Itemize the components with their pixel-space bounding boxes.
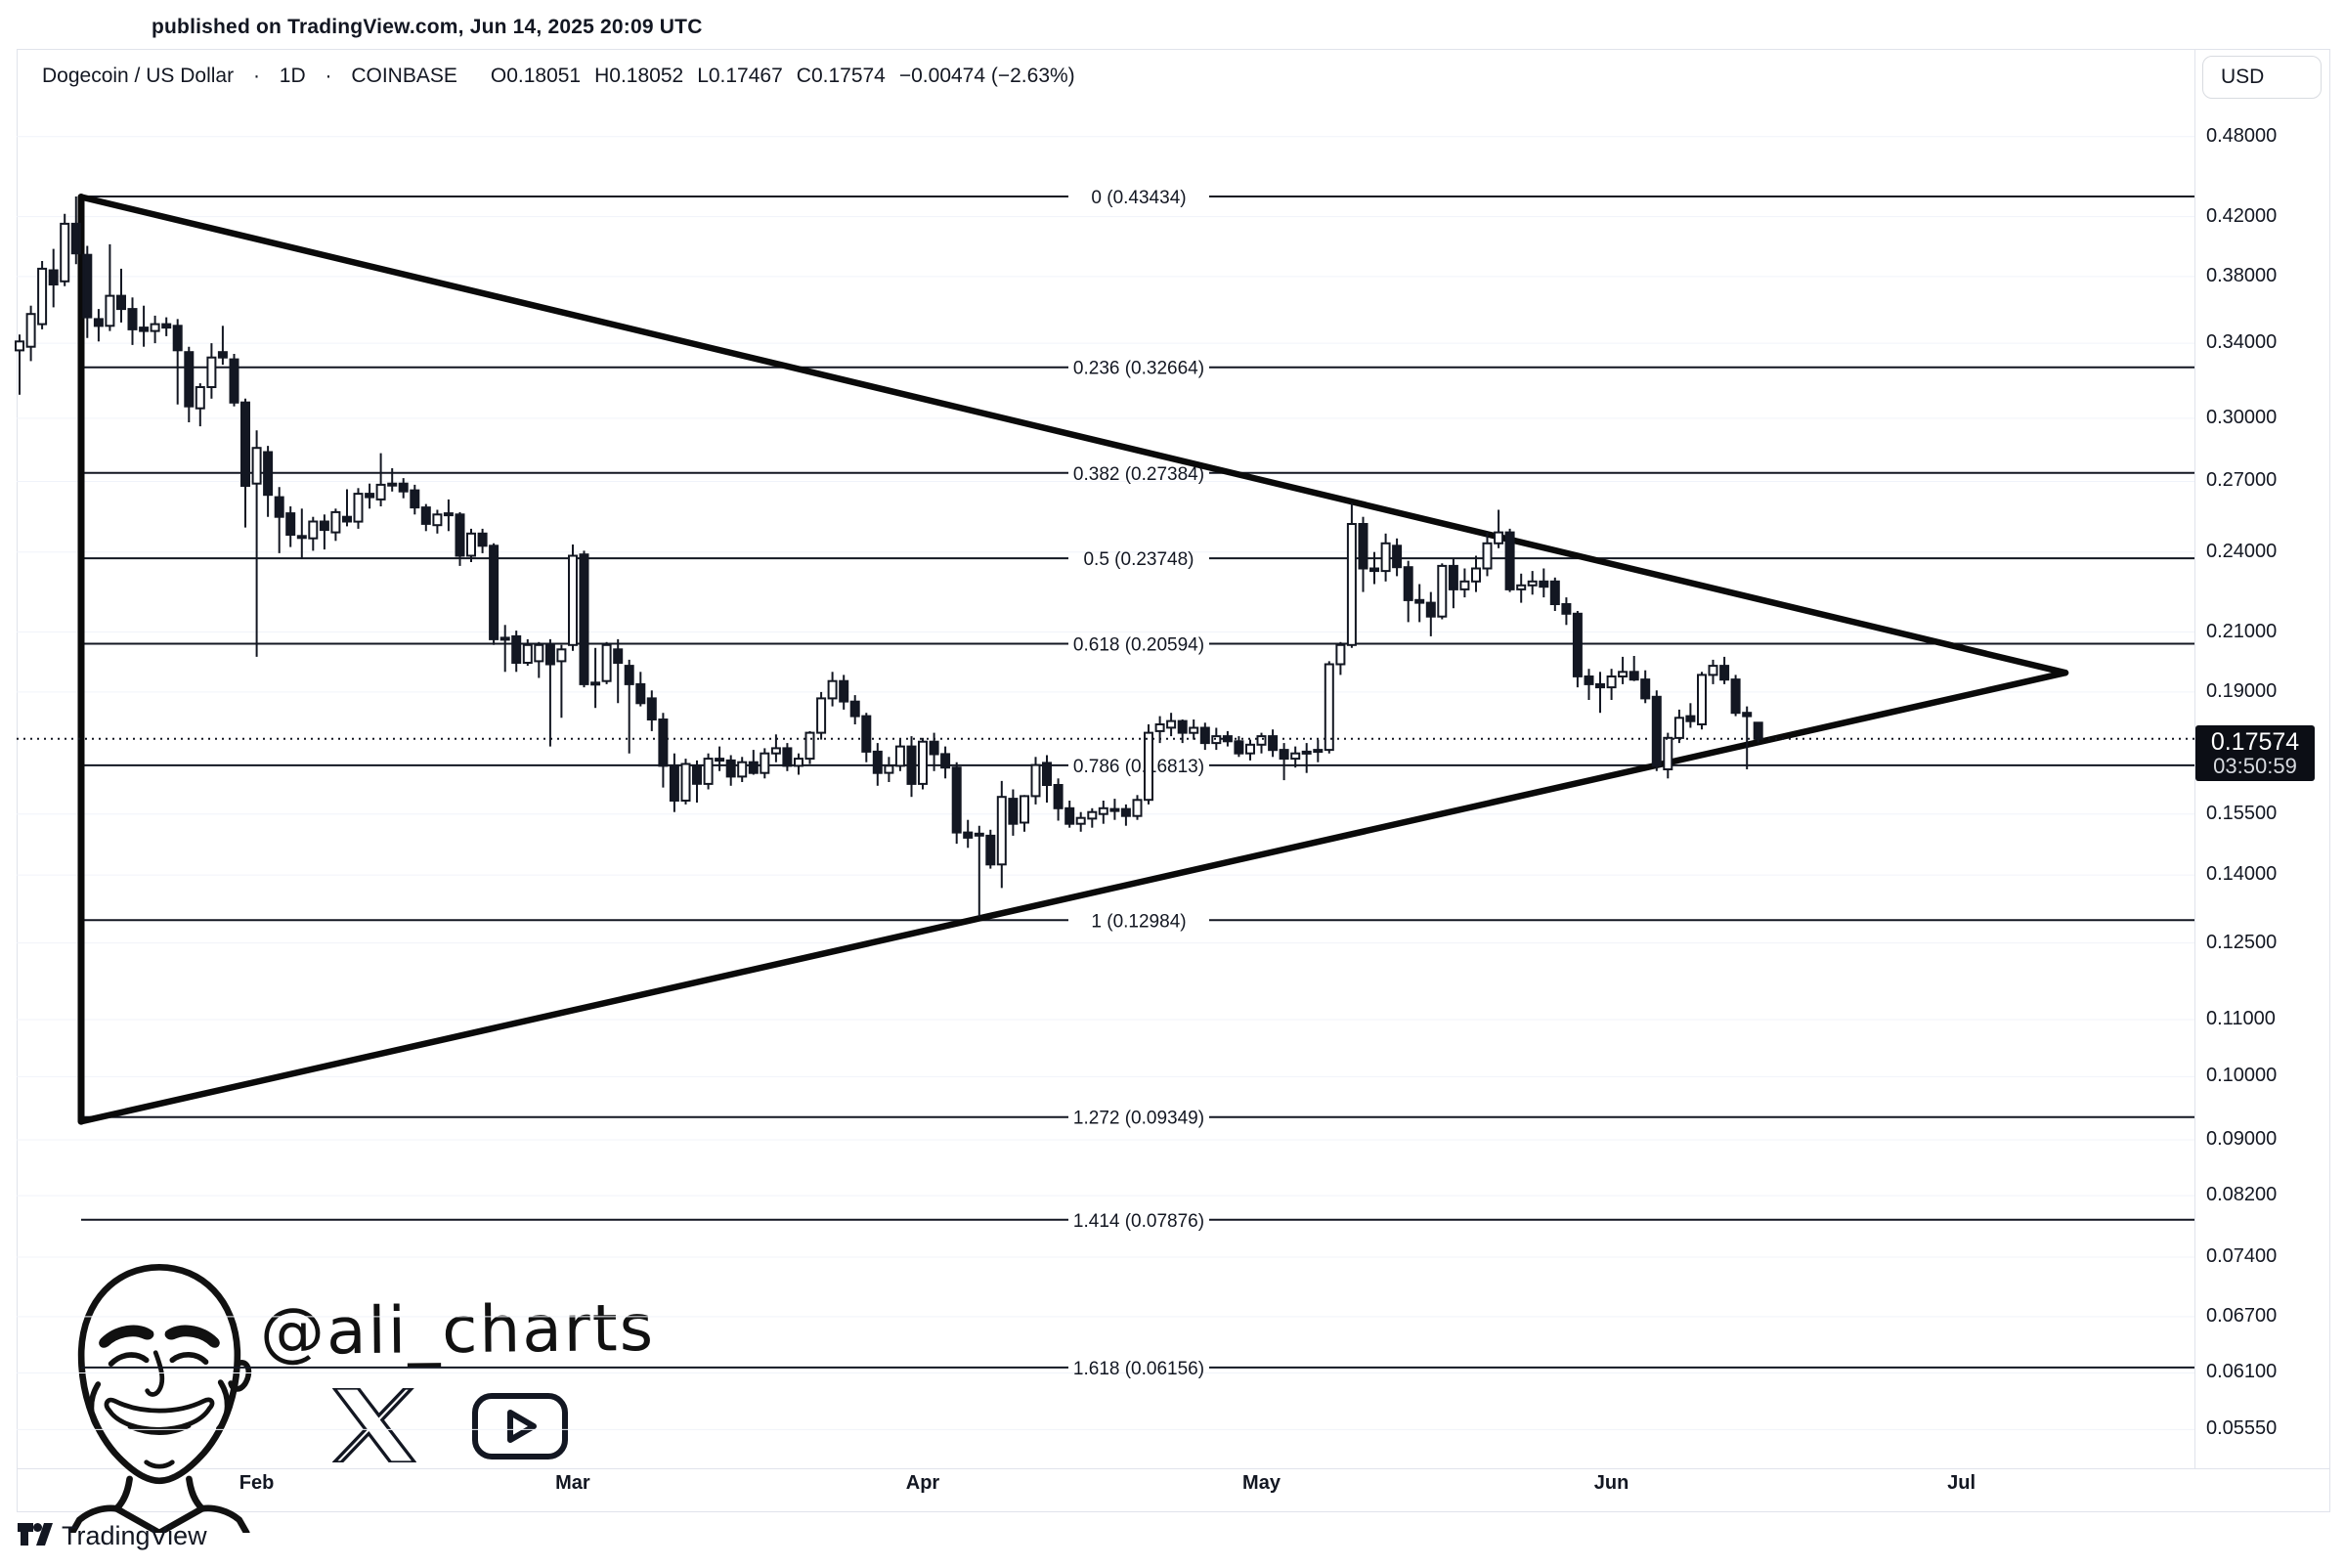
x-logo-icon: [332, 1388, 416, 1462]
ohlc-change: −0.00474 (−2.63%): [898, 65, 1075, 87]
last-price-badge: 0.17574 03:50:59: [2195, 724, 2315, 781]
price-tick-label: 0.09000: [2206, 1128, 2278, 1150]
price-tick-label: 0.24000: [2206, 540, 2278, 562]
time-axis-separator: [17, 1468, 2330, 1469]
legend-separator: ·: [325, 65, 332, 87]
price-axis-separator: [2194, 49, 2195, 1468]
ohlc-close: C0.17574: [796, 65, 886, 87]
price-tick-label: 0.19000: [2206, 679, 2278, 702]
published-banner: published on TradingView.com, Jun 14, 20…: [152, 16, 703, 38]
symbol-legend: Dogecoin / US Dollar · 1D · COINBASE O0.1…: [42, 65, 1089, 88]
currency-usd-button[interactable]: USD: [2202, 56, 2322, 99]
price-tick-label: 0.12500: [2206, 931, 2278, 953]
ohlc-low: L0.17467: [697, 65, 783, 87]
price-tick-label: 0.10000: [2206, 1065, 2278, 1087]
price-tick-label: 0.27000: [2206, 469, 2278, 492]
price-tick-label: 0.06700: [2206, 1304, 2278, 1327]
price-tick-label: 0.42000: [2206, 204, 2278, 227]
chart-panel[interactable]: [17, 49, 2330, 1512]
price-tick-label: 0.38000: [2206, 264, 2278, 286]
tradingview-logo-icon: [18, 1522, 53, 1546]
symbol-name: Dogecoin / US Dollar: [42, 65, 235, 87]
price-tick-label: 0.15500: [2206, 802, 2278, 824]
legend-separator: ·: [252, 65, 260, 87]
cartoon-face-logo-icon: [68, 1263, 252, 1533]
price-tick-label: 0.48000: [2206, 124, 2278, 147]
price-tick-label: 0.34000: [2206, 331, 2278, 354]
price-tick-label: 0.30000: [2206, 406, 2278, 428]
tradingview-attribution-label: TradingView: [62, 1521, 207, 1550]
last-price-value: 0.17574: [2210, 727, 2300, 756]
tradingview-attribution[interactable]: TradingView: [18, 1521, 207, 1551]
time-tick-label-jul: Jul: [1947, 1472, 1976, 1494]
time-tick-label-jun: Jun: [1593, 1472, 1629, 1494]
watermark-handle: @ali_charts: [259, 1289, 656, 1371]
price-tick-label: 0.14000: [2206, 863, 2278, 886]
time-tick-label-may: May: [1242, 1472, 1281, 1494]
youtube-logo-icon: [472, 1393, 568, 1459]
price-tick-label: 0.05550: [2206, 1417, 2278, 1440]
time-tick-label-feb: Feb: [239, 1472, 275, 1494]
price-tick-label: 0.21000: [2206, 620, 2278, 642]
price-tick-label: 0.06100: [2206, 1361, 2278, 1383]
price-tick-label: 0.08200: [2206, 1184, 2278, 1206]
time-tick-label-apr: Apr: [905, 1472, 940, 1494]
ohlc-open: O0.18051: [490, 65, 582, 87]
ohlc-high: H0.18052: [594, 65, 684, 87]
bar-countdown: 03:50:59: [2213, 753, 2297, 778]
price-tick-label: 0.11000: [2206, 1007, 2276, 1029]
interval-label: 1D: [279, 65, 306, 87]
price-tick-label: 0.07400: [2206, 1245, 2278, 1268]
time-tick-label-mar: Mar: [555, 1472, 590, 1494]
exchange-label: COINBASE: [351, 65, 457, 87]
